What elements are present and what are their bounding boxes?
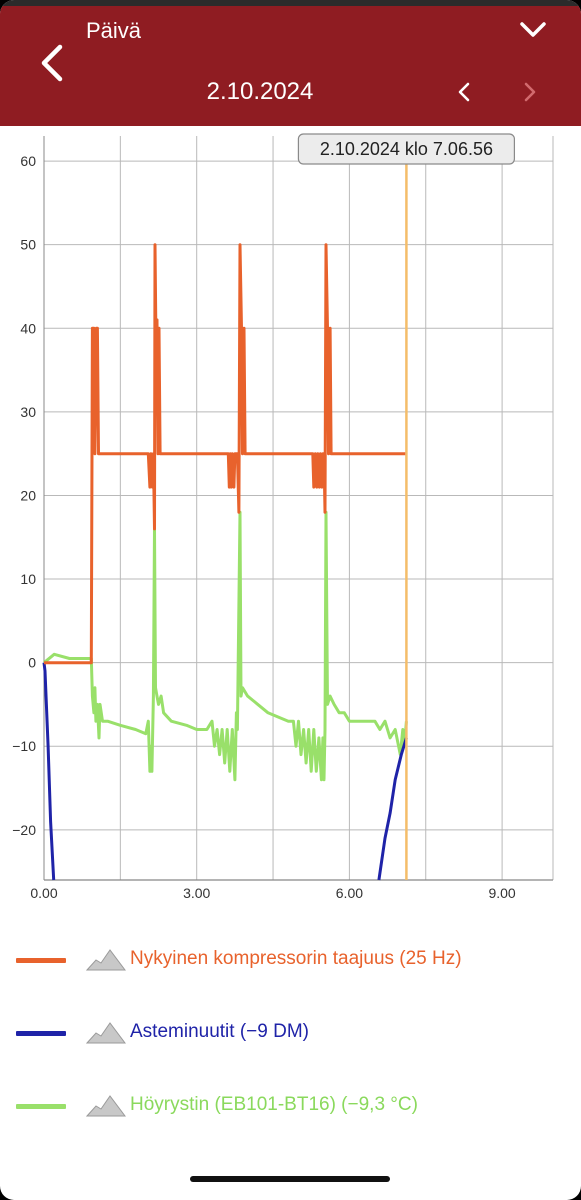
x-tick-label: 9.00 bbox=[488, 885, 515, 901]
legend-item-degree-minutes[interactable]: Asteminuutit (−9 DM) bbox=[16, 1013, 576, 1053]
y-tick-label: −20 bbox=[12, 822, 36, 838]
legend-label: Höyrystin (EB101-BT16) (−9,3 °C) bbox=[130, 1094, 418, 1115]
cursor-tooltip bbox=[297, 133, 516, 165]
x-tick-label: 6.00 bbox=[336, 885, 363, 901]
cursor-tooltip-label: 2.10.2024 klo 7.06.56 bbox=[320, 139, 493, 159]
status-strip bbox=[0, 0, 581, 6]
mountain-icon[interactable] bbox=[86, 1019, 126, 1045]
chevron-right-icon bbox=[524, 82, 536, 102]
y-tick-label: 30 bbox=[20, 404, 36, 420]
series-line-compressor bbox=[44, 243, 407, 665]
chart-area[interactable]: 60 50 40 30 20 10 0 −10 −20 0.00 3.00 6.00 9.00 2.10.… bbox=[0, 126, 581, 916]
home-indicator[interactable] bbox=[190, 1176, 390, 1182]
date-label: 2.10.2024 bbox=[206, 78, 314, 105]
series-line-evaporator bbox=[43, 510, 408, 782]
mountain-icon[interactable] bbox=[86, 1092, 126, 1118]
mountain-icon[interactable] bbox=[86, 946, 126, 972]
y-tick-label: 0 bbox=[28, 655, 36, 671]
legend-swatch bbox=[16, 958, 66, 963]
y-tick-label: −10 bbox=[12, 738, 36, 754]
line-chart[interactable]: 60 50 40 30 20 10 0 −10 −20 0.00 3.00 6.00 9.00 2.10.… bbox=[0, 126, 581, 916]
chevron-left-icon[interactable] bbox=[455, 80, 473, 104]
view-title: Päivä bbox=[86, 18, 142, 43]
y-tick-label: 20 bbox=[20, 487, 36, 503]
x-tick-label: 0.00 bbox=[30, 885, 57, 901]
y-tick-label: 60 bbox=[20, 153, 36, 169]
series-line-degree-minutes bbox=[42, 662, 56, 881]
legend-label: Nykyinen kompressorin taajuus (25 Hz) bbox=[130, 948, 462, 969]
y-tick-label: 10 bbox=[20, 571, 36, 587]
chevron-down-icon[interactable] bbox=[518, 20, 548, 40]
y-tick-label: 40 bbox=[20, 320, 36, 336]
series-line-degree-minutes bbox=[377, 737, 408, 881]
x-tick-label: 3.00 bbox=[183, 885, 210, 901]
legend-label: Asteminuutit (−9 DM) bbox=[130, 1021, 309, 1042]
app-header: Päivä 2.10.2024 bbox=[0, 6, 581, 126]
legend-item-evaporator[interactable]: Höyrystin (EB101-BT16) (−9,3 °C) bbox=[16, 1086, 576, 1126]
legend-item-compressor[interactable]: Nykyinen kompressorin taajuus (25 Hz) bbox=[16, 940, 576, 980]
chevron-right-stroke bbox=[524, 82, 536, 102]
y-tick-label: 50 bbox=[20, 237, 36, 253]
back-arrow-icon[interactable] bbox=[38, 44, 66, 82]
legend-swatch bbox=[16, 1031, 66, 1036]
legend-swatch bbox=[16, 1104, 66, 1109]
